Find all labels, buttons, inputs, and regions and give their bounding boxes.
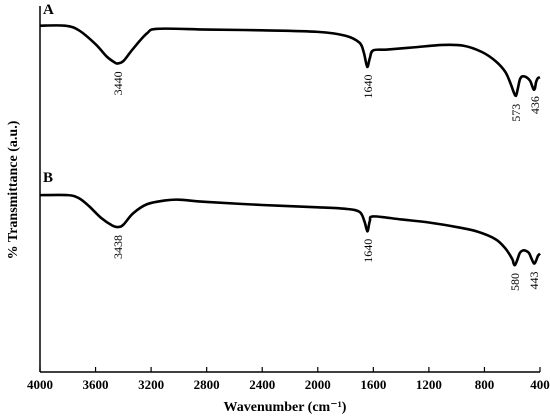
panel-label-a: A: [43, 2, 54, 18]
peak-label: 443: [527, 272, 541, 290]
y-axis-title: % Transmittance (a.u.): [6, 120, 21, 259]
x-tick-label: 2400: [249, 377, 275, 392]
x-tick-label: 400: [530, 377, 550, 392]
series-line-a: [39, 24, 541, 98]
x-tick-label: 3200: [138, 377, 164, 392]
tick-layer: 4000 3600 3200 2800 2400 2000 1600 1200 800 400: [27, 367, 550, 392]
peak-label: 3438: [111, 235, 125, 259]
peak-label: 3440: [111, 71, 125, 95]
peak-label: 1640: [361, 239, 375, 263]
series-line-b: [39, 193, 541, 267]
x-tick-label: 3600: [83, 377, 109, 392]
x-tick-label: 1600: [360, 377, 386, 392]
x-tick-label: 4000: [27, 377, 53, 392]
annotation-layer: 3440 1640 573 436 3438 1640 580 443: [111, 71, 542, 291]
x-tick-label: 1200: [416, 377, 442, 392]
series-layer: AB: [39, 2, 541, 267]
peak-label: 436: [528, 96, 542, 114]
x-tick-label: 2000: [305, 377, 331, 392]
peak-label: 573: [509, 104, 523, 122]
x-tick-label: 800: [475, 377, 495, 392]
x-tick-label: 2800: [194, 377, 220, 392]
plot-frame: [39, 6, 540, 373]
x-axis-title: Wavenumber (cm⁻¹): [224, 400, 347, 415]
panel-label-b: B: [43, 170, 53, 186]
peak-label: 1640: [361, 75, 375, 99]
peak-label: 580: [508, 273, 522, 291]
